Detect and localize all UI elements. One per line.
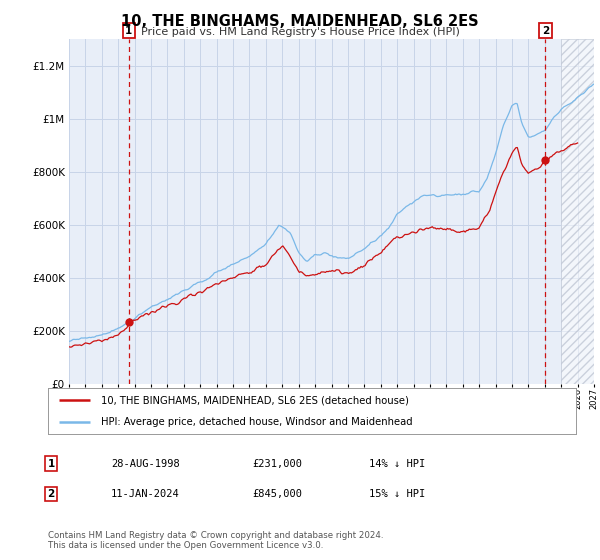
Text: 2: 2 [542,26,549,36]
Text: 14% ↓ HPI: 14% ↓ HPI [369,459,425,469]
Bar [561,39,594,384]
Text: 11-JAN-2024: 11-JAN-2024 [111,489,180,499]
Text: 10, THE BINGHAMS, MAIDENHEAD, SL6 2ES (detached house): 10, THE BINGHAMS, MAIDENHEAD, SL6 2ES (d… [101,395,409,405]
Bar [561,39,594,384]
Text: 10, THE BINGHAMS, MAIDENHEAD, SL6 2ES: 10, THE BINGHAMS, MAIDENHEAD, SL6 2ES [121,14,479,29]
Text: 2: 2 [47,489,55,499]
Text: 1: 1 [125,26,133,36]
Text: 1: 1 [47,459,55,469]
Text: £845,000: £845,000 [252,489,302,499]
Text: 28-AUG-1998: 28-AUG-1998 [111,459,180,469]
Text: HPI: Average price, detached house, Windsor and Maidenhead: HPI: Average price, detached house, Wind… [101,417,412,427]
Text: £231,000: £231,000 [252,459,302,469]
Text: 15% ↓ HPI: 15% ↓ HPI [369,489,425,499]
Text: Price paid vs. HM Land Registry's House Price Index (HPI): Price paid vs. HM Land Registry's House … [140,27,460,37]
Text: Contains HM Land Registry data © Crown copyright and database right 2024.
This d: Contains HM Land Registry data © Crown c… [48,531,383,550]
